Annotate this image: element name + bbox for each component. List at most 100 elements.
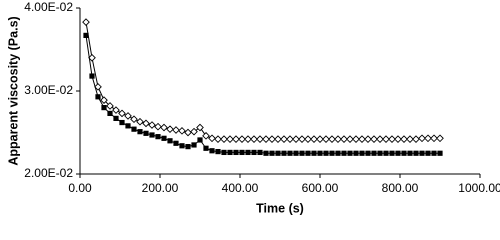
point [113, 115, 119, 121]
y-axis-title: Apparent viscosity (Pa.s) [6, 16, 20, 165]
point [107, 110, 113, 117]
y-tick-label: 2.00E-02 [24, 166, 73, 180]
point [106, 102, 114, 110]
point [178, 127, 186, 135]
point [214, 135, 222, 143]
point [287, 150, 293, 156]
point [142, 119, 150, 128]
point [311, 150, 317, 156]
point [383, 150, 389, 156]
x-tick-label: 1000.00 [458, 181, 500, 195]
point [202, 131, 210, 140]
point [328, 135, 336, 143]
point [226, 135, 234, 143]
point [371, 150, 377, 156]
point [275, 150, 281, 156]
point [179, 143, 185, 149]
point [299, 150, 305, 156]
point [395, 150, 401, 156]
point [281, 150, 287, 156]
point [286, 135, 294, 143]
point [293, 150, 299, 156]
point [317, 150, 323, 156]
point [262, 135, 270, 143]
point [238, 135, 246, 143]
point [400, 135, 408, 143]
point [298, 135, 306, 143]
point [209, 148, 215, 154]
point [149, 132, 155, 138]
point [131, 126, 137, 132]
point [197, 137, 203, 143]
point [352, 135, 360, 143]
point [382, 135, 390, 143]
point [256, 135, 264, 143]
point [94, 83, 102, 91]
point [323, 150, 329, 156]
point [389, 150, 395, 156]
point [227, 149, 233, 156]
point [358, 135, 366, 143]
point [167, 138, 173, 144]
point [305, 150, 311, 156]
point [221, 149, 227, 156]
point [418, 134, 426, 143]
point [125, 123, 131, 129]
point [173, 140, 179, 146]
point [394, 135, 402, 143]
point [112, 106, 120, 114]
point [88, 53, 96, 62]
point [425, 150, 431, 156]
point [215, 148, 221, 155]
point [316, 135, 324, 143]
point [124, 112, 132, 120]
point [419, 150, 425, 156]
point [334, 135, 342, 143]
point [376, 135, 384, 143]
point [83, 32, 89, 38]
point [280, 135, 288, 143]
point [370, 135, 378, 143]
point [257, 149, 263, 156]
point [335, 150, 341, 156]
point [346, 135, 354, 143]
point [340, 135, 348, 143]
point [161, 135, 167, 141]
point [166, 125, 174, 134]
point [136, 117, 144, 126]
point [353, 150, 359, 156]
point [89, 73, 95, 79]
point [407, 150, 413, 156]
point [424, 134, 432, 143]
point [239, 149, 245, 156]
x-tick-label: 400.00 [222, 181, 259, 195]
point [436, 134, 444, 143]
point [82, 18, 90, 26]
point [263, 150, 269, 156]
point [431, 150, 437, 156]
point [304, 135, 312, 143]
point [401, 150, 407, 156]
point [268, 135, 276, 143]
point [377, 150, 383, 156]
point [347, 150, 353, 156]
point [190, 127, 198, 136]
y-tick-label: 4.00E-02 [24, 0, 73, 14]
point [292, 135, 300, 143]
point [191, 142, 197, 148]
point [244, 135, 252, 143]
series-line [85, 35, 440, 154]
point [274, 135, 282, 143]
point [245, 149, 251, 156]
point [172, 126, 180, 134]
x-tick-label: 0.00 [68, 181, 92, 195]
point [412, 135, 420, 143]
point [118, 109, 126, 118]
point [430, 134, 438, 143]
point [322, 135, 330, 143]
point [185, 144, 191, 150]
point [364, 135, 372, 143]
point [232, 135, 240, 143]
x-axis-title: Time (s) [256, 201, 304, 215]
point [137, 129, 143, 135]
